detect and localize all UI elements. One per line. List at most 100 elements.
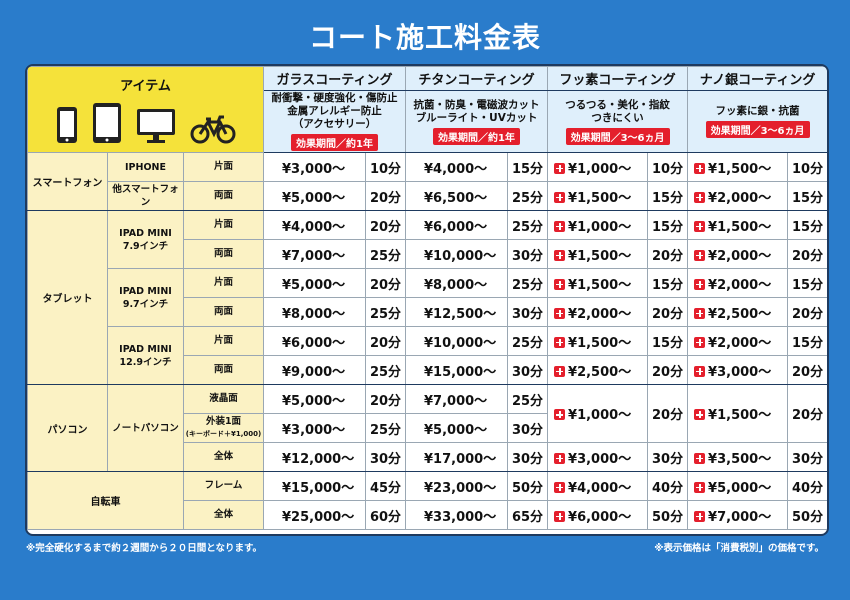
price-cell: ¥23,000〜 bbox=[405, 471, 509, 501]
table-row: 他スマートフォン 両面 ¥5,000〜 20分 ¥6,500〜 25分 ¥1,500〜 1… bbox=[28, 181, 827, 211]
price-value: ¥2,500〜 bbox=[708, 306, 772, 322]
plus-icon bbox=[554, 409, 566, 420]
duration-cell: 25分 bbox=[365, 239, 407, 269]
duration-cell: 20分 bbox=[365, 326, 407, 356]
price-value: ¥25,000〜 bbox=[282, 509, 355, 525]
side-label: 両面 bbox=[182, 239, 265, 269]
price-cell: ¥1,500〜 bbox=[687, 384, 789, 443]
category-smartphone: スマートフォン bbox=[27, 152, 108, 211]
price-value: ¥33,000〜 bbox=[424, 509, 497, 525]
price-value: ¥5,000〜 bbox=[424, 422, 488, 438]
price-value: ¥6,000〜 bbox=[568, 509, 632, 525]
price-value: ¥4,000〜 bbox=[282, 219, 346, 235]
plus-icon bbox=[554, 191, 566, 203]
duration-cell: 50分 bbox=[787, 500, 827, 530]
price-cell: ¥15,000〜 bbox=[263, 471, 367, 501]
plus-icon bbox=[554, 365, 566, 377]
price-cell: ¥5,000〜 bbox=[263, 268, 367, 298]
price-value: ¥3,000〜 bbox=[282, 422, 346, 438]
price-cell: ¥1,500〜 bbox=[687, 210, 789, 240]
plus-icon bbox=[554, 307, 566, 319]
coating-features-titanium: 抗菌・防臭・電磁波カット ブルーライト・UVカット 効果期間／約1年 bbox=[405, 90, 549, 153]
price-value: ¥5,000〜 bbox=[282, 393, 346, 409]
price-value: ¥1,500〜 bbox=[708, 161, 772, 177]
price-cell: ¥6,500〜 bbox=[405, 181, 509, 211]
duration-cell: 30分 bbox=[507, 239, 549, 269]
price-value: ¥4,000〜 bbox=[568, 480, 632, 496]
price-value: ¥1,000〜 bbox=[568, 408, 632, 423]
duration-cell: 30分 bbox=[507, 355, 549, 385]
plus-icon bbox=[694, 307, 706, 319]
price-cell: ¥3,000〜 bbox=[687, 355, 789, 385]
table-row: IPAD MINI 12.9インチ 片面 ¥6,000〜 20分 ¥10,000〜 25… bbox=[28, 326, 827, 385]
duration-cell: 50分 bbox=[647, 500, 689, 530]
side-label: 片面 bbox=[182, 268, 265, 298]
duration-cell: 25分 bbox=[507, 181, 549, 211]
duration-cell: 20分 bbox=[647, 384, 689, 443]
plus-icon bbox=[554, 510, 566, 522]
device-icons bbox=[28, 102, 263, 144]
coating-name-nanosilver: ナノ銀コーティング bbox=[687, 66, 827, 91]
duration-cell: 25分 bbox=[365, 413, 407, 443]
price-cell: ¥1,500〜 bbox=[547, 239, 649, 269]
plus-icon bbox=[554, 249, 566, 261]
plus-icon bbox=[554, 220, 566, 232]
side-label: 全体 bbox=[182, 442, 265, 472]
price-value: ¥17,000〜 bbox=[424, 451, 497, 467]
item-header: アイテム bbox=[27, 66, 265, 153]
price-value: ¥2,000〜 bbox=[568, 306, 632, 322]
duration-cell: 15分 bbox=[507, 152, 549, 182]
item-header-label: アイテム bbox=[120, 79, 171, 94]
price-value: ¥8,000〜 bbox=[282, 306, 346, 322]
plus-icon bbox=[694, 336, 706, 348]
duration-cell: 20分 bbox=[365, 384, 407, 414]
price-value: ¥7,000〜 bbox=[282, 248, 346, 264]
smartphone-icon bbox=[56, 107, 77, 143]
price-cell: ¥4,000〜 bbox=[263, 210, 367, 240]
price-value: ¥1,500〜 bbox=[568, 248, 632, 264]
price-cell: ¥1,500〜 bbox=[547, 326, 649, 356]
price-value: ¥2,000〜 bbox=[708, 335, 772, 351]
duration-cell: 20分 bbox=[647, 297, 689, 327]
price-value: ¥1,500〜 bbox=[568, 190, 632, 206]
side-label: 片面 bbox=[182, 152, 265, 182]
price-cell: ¥17,000〜 bbox=[405, 442, 509, 472]
coating-features-nanosilver: フッ素に銀・抗菌 効果期間／3〜6ヵ月 bbox=[687, 90, 827, 153]
price-cell: ¥2,000〜 bbox=[687, 239, 789, 269]
page-title: コート施工料金表 bbox=[308, 21, 541, 54]
price-value: ¥1,000〜 bbox=[568, 219, 632, 235]
duration-cell: 15分 bbox=[647, 268, 689, 298]
price-value: ¥3,500〜 bbox=[708, 451, 772, 467]
duration-cell: 30分 bbox=[647, 442, 689, 472]
price-cell: ¥2,500〜 bbox=[687, 297, 789, 327]
plus-icon bbox=[694, 162, 706, 174]
model-iphone: IPHONE bbox=[107, 152, 184, 182]
price-value: ¥10,000〜 bbox=[424, 248, 497, 264]
duration-cell: 30分 bbox=[507, 413, 549, 443]
model-ipad-mini-79: IPAD MINI 7.9インチ bbox=[107, 210, 184, 269]
table-row: 両面 ¥9,000〜 25分 ¥15,000〜 30分 ¥2,500〜 20分 ¥3,000… bbox=[28, 355, 827, 385]
duration-cell: 25分 bbox=[507, 326, 549, 356]
model-ipad-mini-129: IPAD MINI 12.9インチ bbox=[107, 326, 184, 385]
plus-icon bbox=[694, 452, 706, 464]
table-row: 全体 ¥25,000〜 60分 ¥33,000〜 65分 ¥6,000〜 50分 ¥7,00… bbox=[28, 500, 827, 530]
price-value: ¥4,000〜 bbox=[424, 161, 488, 177]
side-label: 片面 bbox=[182, 210, 265, 240]
table-row: 全体 ¥12,000〜 30分 ¥17,000〜 30分 ¥3,000〜 30分 ¥3,50… bbox=[28, 442, 827, 472]
effect-period-badge: 効果期間／約1年 bbox=[291, 134, 378, 151]
plus-icon bbox=[554, 452, 566, 464]
table-row: IPAD MINI 9.7インチ 片面 ¥5,000〜 20分 ¥8,000〜 25分 ¥… bbox=[28, 268, 827, 327]
price-cell: ¥6,000〜 bbox=[263, 326, 367, 356]
duration-cell: 10分 bbox=[365, 152, 407, 182]
coating-features-fluorine: つるつる・美化・指紋 つきにくい 効果期間／3〜6ヵ月 bbox=[547, 90, 689, 153]
coating-name-fluorine: フッ素コーティング bbox=[547, 66, 689, 91]
plus-icon bbox=[694, 409, 706, 420]
price-value: ¥1,500〜 bbox=[568, 277, 632, 293]
model-ipad-mini-97: IPAD MINI 9.7インチ bbox=[107, 268, 184, 327]
duration-cell: 10分 bbox=[787, 152, 827, 182]
price-value: ¥3,000〜 bbox=[568, 451, 632, 467]
category-tablet: タブレット bbox=[27, 210, 108, 385]
price-cell: ¥3,000〜 bbox=[547, 442, 649, 472]
price-value: ¥15,000〜 bbox=[282, 480, 355, 496]
duration-cell: 30分 bbox=[787, 442, 827, 472]
